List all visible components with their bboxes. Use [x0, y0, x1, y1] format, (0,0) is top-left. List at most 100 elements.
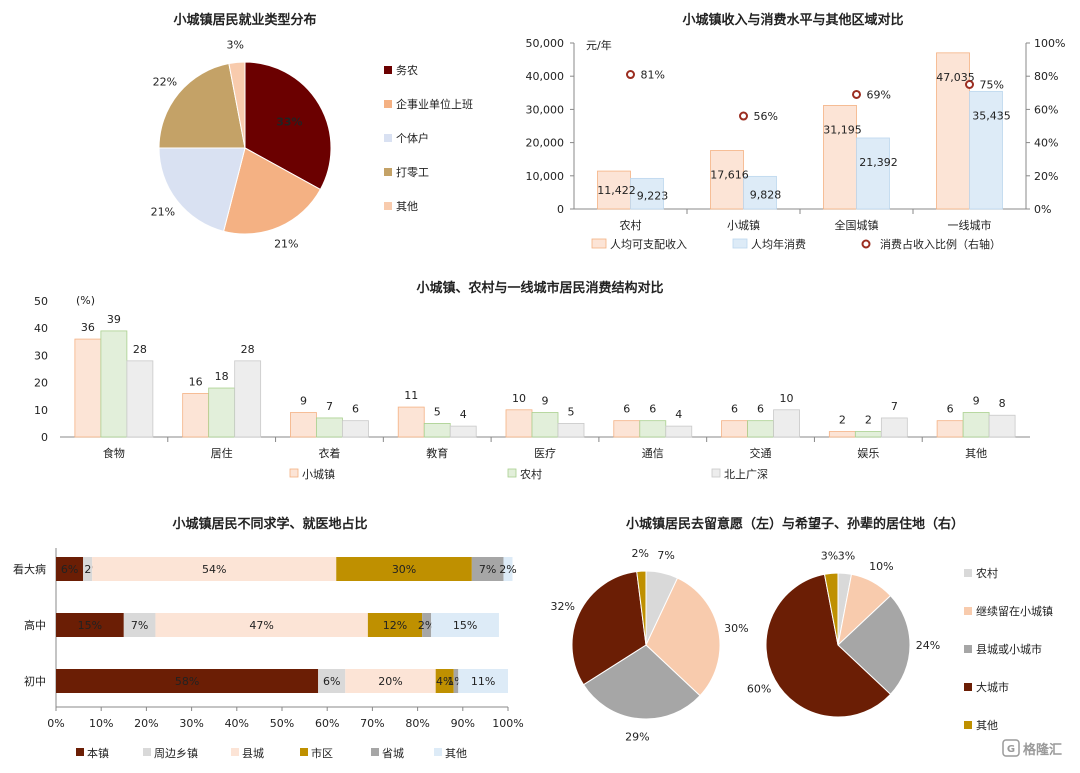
cons-bar-8-1 [962, 412, 990, 438]
cons-x-tick-5: 通信 [642, 447, 664, 460]
cons-bar-2-0 [290, 412, 317, 438]
cons-legend-label-2: 北上广深 [724, 468, 768, 481]
pie2-left-label-3: 32% [551, 600, 575, 613]
income-legend-swatch-1 [732, 238, 748, 249]
pie1-slice-1 [223, 147, 322, 235]
hbar-x-tick-8: 80% [405, 717, 429, 730]
pie2-right-label-0: 3% [838, 549, 855, 562]
cons-bar-label-6-1: 6 [757, 403, 764, 416]
hbar-seg-1-2 [155, 613, 368, 637]
pie1-label-0: 33% [276, 116, 302, 129]
cons-bar-4-1 [531, 412, 559, 438]
hbar-seg-2-2 [345, 669, 436, 693]
pie1-legend-swatch-4 [384, 202, 392, 210]
hbar-x-tick-6: 60% [315, 717, 339, 730]
pie2-legend-swatch-4 [964, 721, 972, 729]
hbar-seg-1-5 [431, 613, 499, 637]
hbar-seg-label-2-0: 58% [175, 675, 199, 688]
hbar-seg-0-2 [92, 557, 337, 581]
income-chart: 0 10,000 20,000 30,000 40,000 50,000 0% 20% 40% 6… [526, 37, 1066, 251]
income-bar-label-3: 47,035 [936, 71, 975, 84]
hbar-seg-0-0 [56, 557, 84, 581]
cons-bar-0-2 [126, 360, 154, 438]
cons-bar-label-4-1: 9 [542, 395, 549, 408]
cons-bar-label-5-1: 6 [649, 403, 656, 416]
hbar-seg-0-1 [83, 557, 93, 581]
cons-bar-label-2-2: 6 [352, 403, 359, 416]
hbar-y-tick-1: 高中 [24, 618, 46, 632]
cons-bar-1-0 [182, 393, 210, 438]
hbar-seg-label-1-5: 15% [453, 619, 477, 632]
cons-bar-6-1 [747, 420, 774, 438]
cons-bar-5-0 [613, 420, 641, 438]
ratio-label-3: 75% [980, 79, 1004, 92]
pie1-slice-2 [158, 147, 246, 232]
cons-x-tick-4: 医疗 [534, 446, 556, 460]
pie2-right-label-2: 24% [916, 639, 940, 652]
income-legend-label-2: 消费占收入比例（右轴） [880, 237, 1001, 251]
income-y-tick-5: 50,000 [526, 37, 565, 50]
income-bar-3 [936, 52, 970, 210]
cons-bar-2-2 [342, 420, 369, 438]
cons-bar-label-6-0: 6 [731, 403, 738, 416]
cons-bar-8-0 [936, 420, 964, 438]
ratio-label-2: 69% [867, 88, 891, 101]
income-y2-tick-2: 40% [1034, 137, 1058, 150]
income-x-tick-2: 全国城镇 [835, 218, 879, 232]
cons-bar-label-0-0: 36 [81, 321, 95, 334]
cons-bar-label-8-1: 9 [973, 395, 980, 408]
cons-bar-label-4-0: 10 [512, 392, 526, 405]
hbar-x-tick-4: 40% [225, 717, 249, 730]
watermark-text: 格隆汇 [1023, 742, 1062, 758]
cons-x-tick-8: 其他 [965, 447, 987, 460]
pie2-left-slice-4 [636, 570, 647, 646]
cons-bar-label-3-1: 5 [434, 405, 441, 418]
pie2-legend-swatch-3 [964, 683, 972, 691]
pie1-legend-swatch-0 [384, 66, 392, 74]
hbar-seg-1-0 [56, 613, 124, 637]
hbar-seg-1-4 [422, 613, 432, 637]
hbar-seg-label-1-1: 7% [131, 619, 148, 632]
hbar-seg-label-0-3: 30% [392, 563, 416, 576]
cons-bar-label-5-0: 6 [623, 403, 630, 416]
income-x-tick-0: 农村 [620, 218, 642, 232]
hbar-legend-label-3: 市区 [311, 746, 333, 760]
cons-x-tick-2: 衣着 [318, 446, 340, 460]
pie1-legend-label-3: 打零工 [396, 165, 429, 179]
pie1-slice-0 [244, 61, 332, 191]
income-bar-2 [823, 105, 857, 210]
cons-bar-label-7-1: 2 [865, 414, 872, 427]
hbar-legend-label-2: 县城 [242, 747, 264, 760]
income-y2-tick-1: 20% [1034, 170, 1058, 183]
hbar-seg-label-2-2: 20% [378, 675, 402, 688]
hbar-seg-label-1-4: 2% [418, 619, 435, 632]
cons-bar-0-0 [74, 338, 102, 438]
pie1-legend-swatch-1 [384, 100, 392, 108]
cons-legend-swatch-0 [289, 468, 299, 478]
income-bar-label-0: 11,422 [597, 184, 636, 197]
cons-legend-label-1: 农村 [520, 467, 542, 481]
cons-x-tick-1: 居住 [211, 446, 233, 460]
consumption-chart-title: 小城镇、农村与一线城市居民消费结构对比 [416, 280, 663, 296]
pie2-legend-swatch-0 [964, 569, 972, 577]
hbar-legend-swatch-3 [300, 748, 308, 756]
cons-bar-6-0 [721, 420, 748, 438]
income-legend-swatch-2 [861, 239, 871, 249]
cons-legend-swatch-1 [507, 468, 517, 478]
hbar-x-tick-7: 70% [360, 717, 384, 730]
income-y-tick-0: 0 [557, 203, 564, 216]
hbar-seg-2-3 [435, 669, 454, 693]
cons-bar-4-2 [557, 422, 585, 438]
cons-x-tick-0: 食物 [103, 446, 125, 460]
hbar-seg-1-1 [123, 613, 156, 637]
income-bar-label-1: 17,616 [710, 169, 749, 182]
cons-bar-label-8-2: 8 [999, 397, 1006, 410]
cons-bar-7-1 [854, 431, 882, 438]
hbar-legend-swatch-2 [231, 748, 239, 756]
cons-bar-6-2 [773, 409, 800, 438]
ratio-label-1: 56% [754, 110, 778, 123]
pie1-label-4: 3% [226, 38, 243, 51]
cons-bar-4-0 [505, 409, 533, 438]
income-y-tick-2: 20,000 [526, 137, 565, 150]
